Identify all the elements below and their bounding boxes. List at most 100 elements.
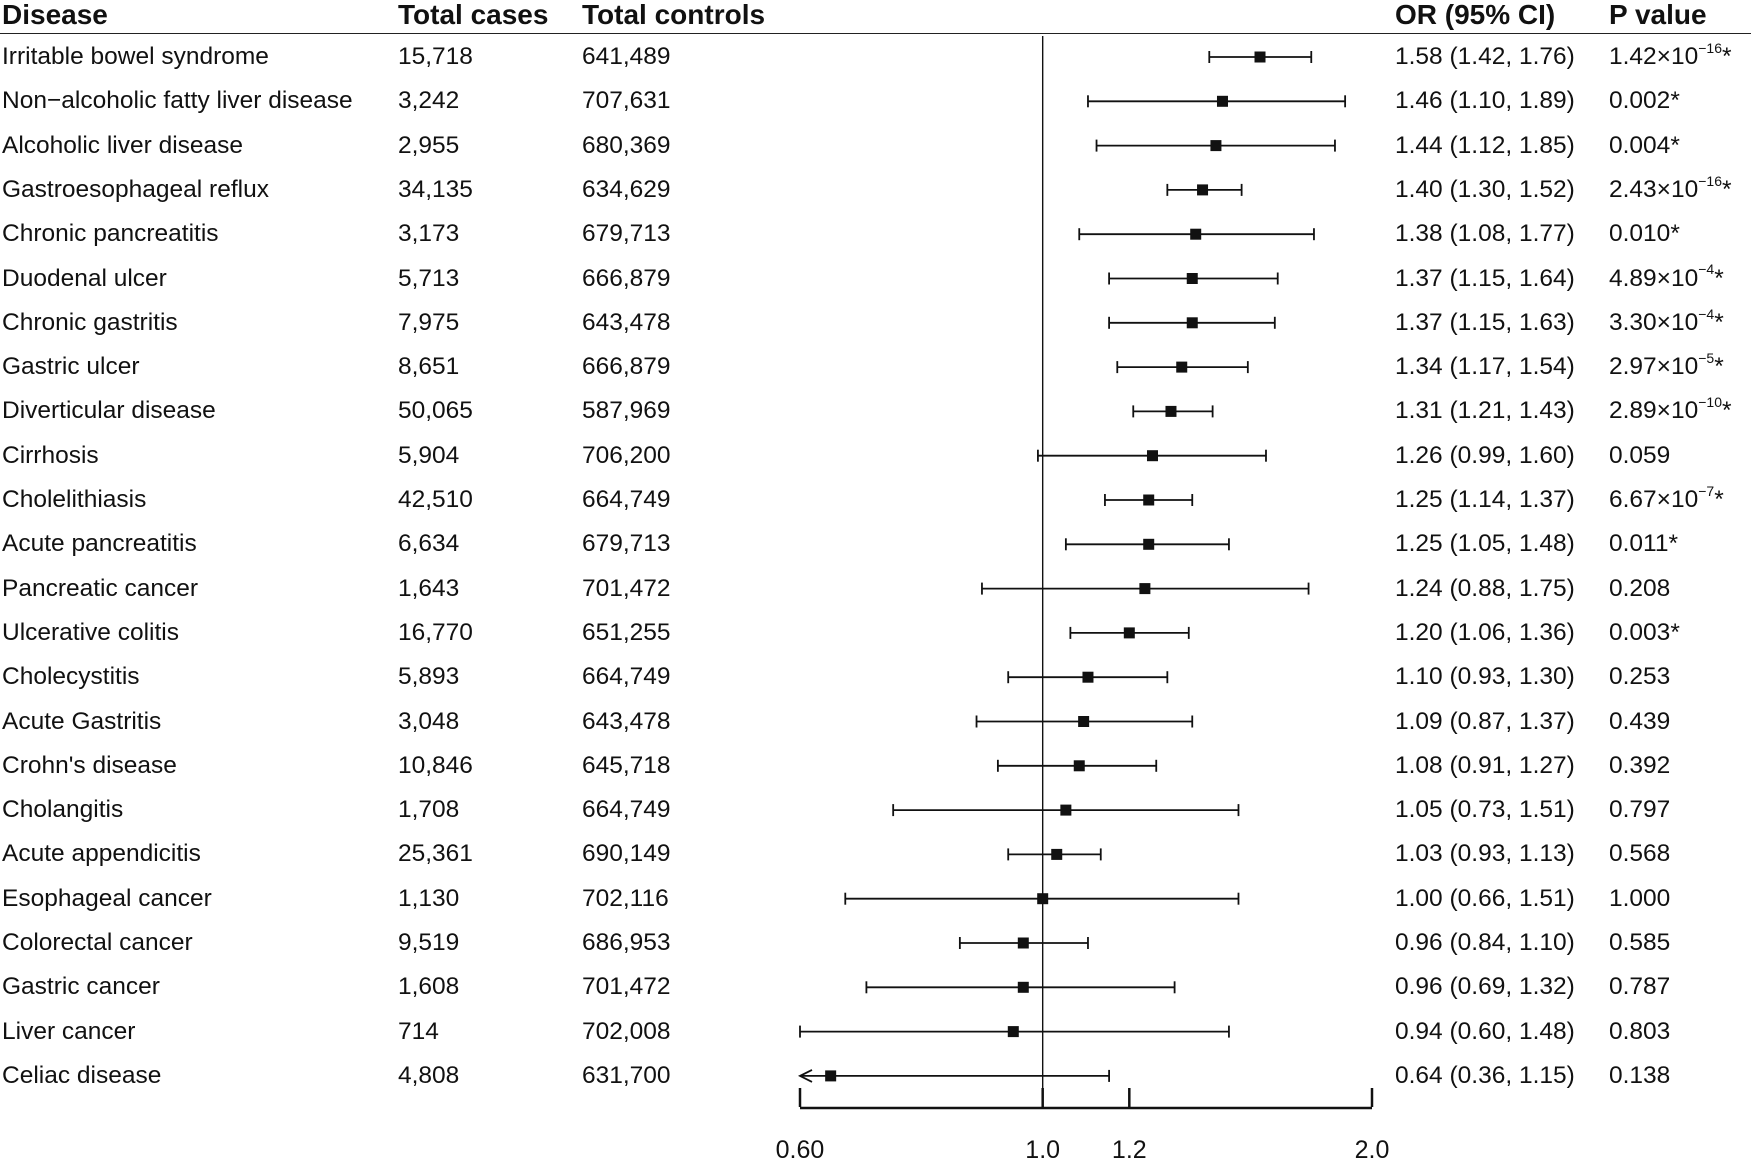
significance-star: * xyxy=(1714,264,1724,292)
or-ci-value: 1.00 (0.66, 1.51) xyxy=(1395,884,1575,912)
or-ci-value: 1.31 (1.21, 1.43) xyxy=(1395,397,1575,425)
disease-label: Celiac disease xyxy=(2,1061,162,1089)
p-value: 0.059 xyxy=(1609,441,1670,471)
or-ci-value: 1.37 (1.15, 1.63) xyxy=(1395,308,1575,336)
header-disease: Disease xyxy=(2,0,108,30)
p-value: 0.004* xyxy=(1609,131,1680,161)
significance-star: * xyxy=(1670,87,1680,115)
p-value-base: 1.000 xyxy=(1609,884,1671,912)
p-value-exponent: −16 xyxy=(1698,39,1722,56)
total-cases: 3,048 xyxy=(398,707,460,735)
or-ci-value: 1.03 (0.93, 1.13) xyxy=(1395,840,1575,868)
total-cases: 50,065 xyxy=(398,397,473,425)
p-value-base: 2.43×10 xyxy=(1609,175,1699,203)
or-ci-value: 1.46 (1.10, 1.89) xyxy=(1395,87,1575,115)
disease-label: Diverticular disease xyxy=(2,397,216,425)
p-value: 0.797 xyxy=(1609,795,1670,825)
significance-star: * xyxy=(1714,308,1724,336)
p-value: 2.97×10−5* xyxy=(1609,351,1724,382)
p-value-base: 3.30×10 xyxy=(1609,308,1699,336)
p-value-base: 0.010 xyxy=(1609,220,1671,248)
total-controls: 664,749 xyxy=(582,663,671,691)
header-or-ci: OR (95% CI) xyxy=(1395,0,1556,30)
p-value: 0.392 xyxy=(1609,751,1670,781)
disease-label: Duodenal ulcer xyxy=(2,264,167,292)
disease-label: Ulcerative colitis xyxy=(2,618,179,646)
disease-label: Gastric ulcer xyxy=(2,353,140,381)
header-total-controls: Total controls xyxy=(582,0,766,30)
p-value: 2.43×10−16* xyxy=(1609,174,1732,205)
or-ci-value: 1.10 (0.93, 1.30) xyxy=(1395,663,1575,691)
p-value-exponent: −10 xyxy=(1698,394,1722,411)
or-ci-value: 0.64 (0.36, 1.15) xyxy=(1395,1061,1575,1089)
significance-star: * xyxy=(1722,43,1732,70)
total-controls: 645,718 xyxy=(582,751,671,779)
p-value-exponent: −4 xyxy=(1698,261,1715,278)
p-value: 1.000 xyxy=(1609,884,1670,914)
p-value-base: 2.89×10 xyxy=(1609,397,1699,425)
total-cases: 7,975 xyxy=(398,308,460,336)
p-value-base: 0.253 xyxy=(1609,663,1671,691)
p-value-base: 0.787 xyxy=(1609,973,1671,1001)
total-controls: 701,472 xyxy=(582,574,671,602)
p-value-base: 0.004 xyxy=(1609,131,1671,159)
p-value: 0.568 xyxy=(1609,839,1670,869)
p-value-exponent: −7 xyxy=(1698,482,1715,499)
disease-label: Cholelithiasis xyxy=(2,486,147,513)
disease-label: Acute pancreatitis xyxy=(2,530,197,558)
total-controls: 651,255 xyxy=(582,618,671,646)
p-value: 2.89×10−10* xyxy=(1609,394,1732,426)
total-cases: 4,808 xyxy=(398,1061,460,1089)
p-value-base: 0.011 xyxy=(1609,530,1669,558)
disease-label: Gastric cancer xyxy=(2,973,160,1001)
p-value: 0.439 xyxy=(1609,707,1670,737)
disease-label: Alcoholic liver disease xyxy=(2,131,244,159)
significance-star: * xyxy=(1722,397,1732,425)
or-ci-value: 1.09 (0.87, 1.37) xyxy=(1395,707,1575,735)
or-ci-value: 1.26 (0.99, 1.60) xyxy=(1395,441,1575,469)
or-ci-value: 1.25 (1.14, 1.37) xyxy=(1395,486,1575,513)
p-value: 0.208 xyxy=(1609,574,1670,604)
total-cases: 3,173 xyxy=(398,220,460,248)
total-cases: 10,846 xyxy=(398,751,473,779)
p-value: 3.30×10−4* xyxy=(1609,305,1724,338)
p-value-base: 0.568 xyxy=(1609,840,1671,868)
significance-star: * xyxy=(1668,530,1679,558)
p-value-base: 0.002 xyxy=(1609,87,1671,115)
or-ci-value: 1.24 (0.88, 1.75) xyxy=(1395,574,1575,602)
total-controls: 664,749 xyxy=(582,796,671,824)
p-value-base: 0.439 xyxy=(1609,707,1671,735)
total-cases: 714 xyxy=(398,1017,439,1045)
p-value-base: 2.97×10 xyxy=(1609,353,1699,381)
total-controls: 707,631 xyxy=(582,87,671,115)
total-cases: 5,713 xyxy=(398,264,460,292)
p-value-exponent: −4 xyxy=(1698,305,1715,322)
total-controls: 587,969 xyxy=(582,397,671,425)
or-ci-value: 1.44 (1.12, 1.85) xyxy=(1395,131,1575,159)
p-value-base: 1.42×10 xyxy=(1609,43,1699,70)
disease-label: Crohn's disease xyxy=(2,751,177,779)
or-ci-value: 1.34 (1.17, 1.54) xyxy=(1395,353,1575,381)
header-p-value: P value xyxy=(1609,0,1707,30)
disease-label: Cholangitis xyxy=(2,796,124,824)
disease-label: Acute appendicitis xyxy=(2,840,201,868)
p-value-base: 4.89×10 xyxy=(1609,264,1699,292)
total-cases: 1,708 xyxy=(398,796,460,824)
disease-label: Esophageal cancer xyxy=(2,884,212,912)
p-value: 0.138 xyxy=(1609,1061,1670,1091)
p-value-base: 0.059 xyxy=(1609,441,1671,469)
p-value-base: 0.208 xyxy=(1609,574,1671,602)
p-value-base: 0.392 xyxy=(1609,751,1671,779)
total-controls: 686,953 xyxy=(582,929,671,956)
p-value-base: 6.67×10 xyxy=(1609,486,1699,513)
or-ci-value: 0.96 (0.69, 1.32) xyxy=(1395,973,1575,1001)
total-cases: 16,770 xyxy=(398,618,473,646)
header-rule xyxy=(0,33,1751,34)
total-cases: 6,634 xyxy=(398,530,460,558)
significance-star: * xyxy=(1722,175,1732,203)
total-controls: 702,008 xyxy=(582,1017,671,1045)
p-value: 0.010* xyxy=(1609,219,1680,249)
p-value: 4.89×10−4* xyxy=(1609,261,1724,294)
